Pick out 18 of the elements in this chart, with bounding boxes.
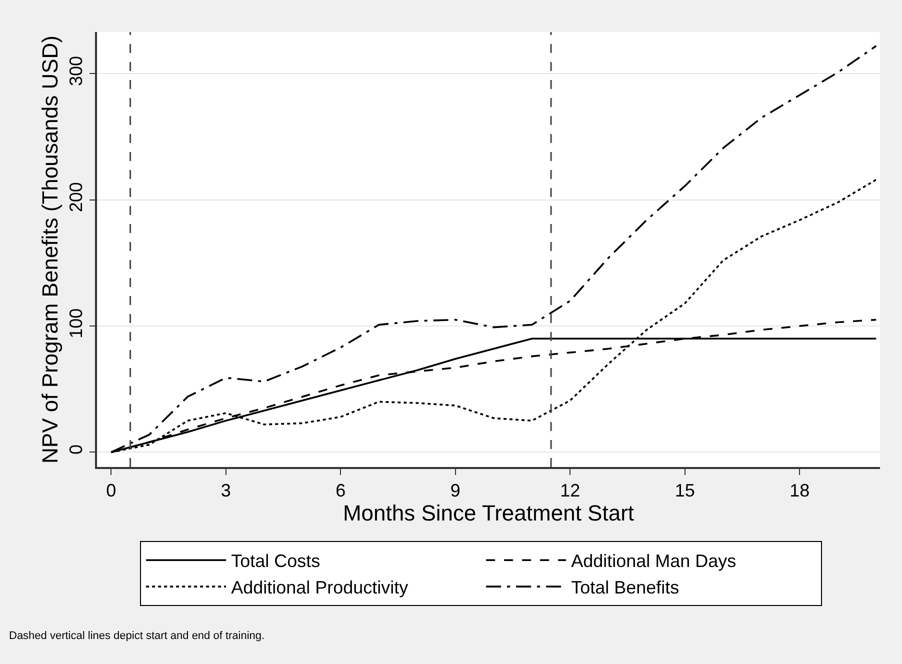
legend-label: Total Costs (231, 551, 320, 572)
x-tick-label: 9 (450, 480, 460, 500)
text: Dashed vertical lines depict start and end of training. (9, 630, 265, 642)
x-tick-label: 12 (560, 480, 580, 500)
legend-label: Total Benefits (571, 578, 680, 598)
x-tick-label: 3 (220, 480, 231, 500)
y-tick-label: 0 (66, 444, 86, 455)
y-tick-label: 300 (66, 56, 86, 86)
y-axis-title: NPV of Program Benefits (Thousands USD) (37, 36, 62, 464)
x-tick-label: 6 (336, 480, 346, 500)
x-tick-label: 15 (674, 480, 695, 500)
legend-label: Additional Man Days (571, 551, 736, 572)
y-tick-label: 200 (66, 182, 86, 212)
x-tick-label: 0 (106, 480, 116, 500)
y-tick-label: 100 (66, 308, 86, 338)
x-axis-title: Months Since Treatment Start (342, 500, 634, 526)
legend-label: Additional Productivity (231, 578, 408, 598)
x-tick-label: 18 (790, 480, 810, 500)
